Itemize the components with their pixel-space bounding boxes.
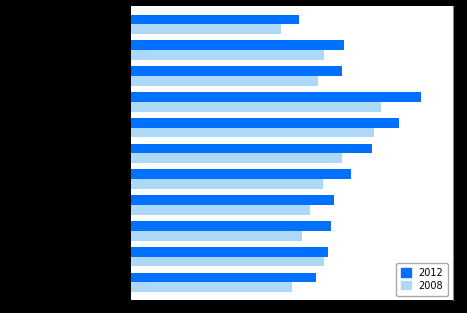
Bar (131, 24, 281, 34)
Bar (131, 273, 316, 282)
Bar (131, 205, 310, 215)
Bar (131, 153, 342, 163)
Bar (131, 169, 351, 179)
Bar (131, 247, 328, 257)
Bar (131, 144, 372, 153)
Bar (131, 102, 382, 111)
Bar (131, 40, 344, 50)
Bar (131, 231, 302, 241)
Bar (131, 195, 334, 205)
Bar (131, 221, 331, 231)
Bar (131, 66, 342, 76)
Bar (131, 14, 299, 24)
Bar (131, 50, 324, 60)
Bar (131, 92, 421, 102)
Bar (131, 282, 292, 292)
Bar (131, 76, 318, 86)
Bar (131, 118, 399, 128)
Bar (131, 179, 323, 189)
Bar (131, 257, 324, 266)
Legend: 2012, 2008: 2012, 2008 (396, 263, 448, 295)
Bar (131, 128, 374, 137)
